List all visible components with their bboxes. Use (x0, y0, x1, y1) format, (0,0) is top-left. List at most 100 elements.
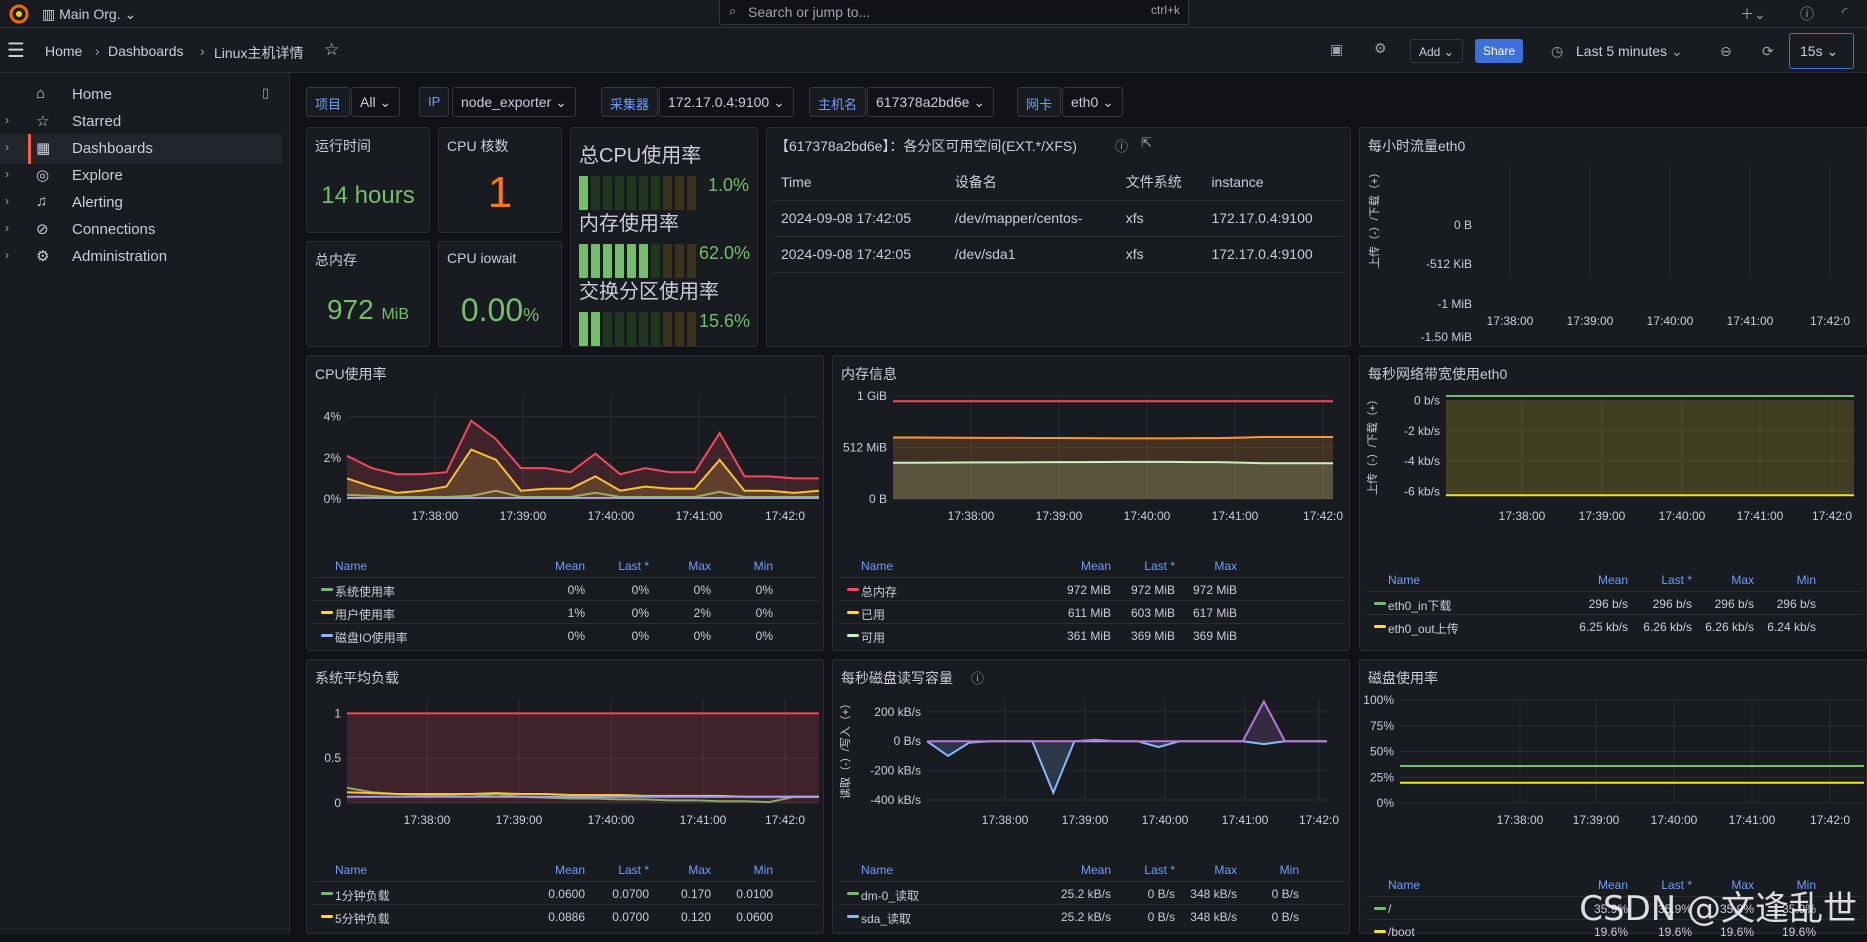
legend-col-header[interactable]: Last * (1634, 573, 1692, 587)
legend-col-header[interactable]: Last * (591, 559, 649, 573)
stat-uptime[interactable]: 运行时间 14 hours (306, 127, 430, 233)
stat-iowait[interactable]: CPU iowait 0.00% (438, 241, 562, 347)
sidebar-item-administration[interactable]: ›⚙Administration (0, 242, 282, 272)
legend-value: 6.24 kb/s (1746, 620, 1816, 634)
y-tick: 0 (334, 796, 341, 810)
legend-col-header[interactable]: Name (861, 559, 893, 573)
var-select-hostname[interactable]: 617378a2bd6e ⌄ (867, 87, 994, 117)
rss-icon[interactable]: ◜ (1842, 4, 1847, 21)
legend-col-header[interactable]: Name (335, 863, 367, 877)
refresh-icon[interactable]: ⟳ (1762, 43, 1774, 60)
chevron-right-icon[interactable]: › (5, 221, 9, 235)
share-button[interactable]: Share (1475, 39, 1523, 63)
org-switcher[interactable]: ▥ Main Org. ⌄ (42, 6, 136, 23)
sidebar-item-home[interactable]: ⌂Home (0, 80, 282, 110)
help-icon[interactable]: ⓘ (1800, 4, 1814, 24)
stat-cpu-cores[interactable]: CPU 核数 1 (438, 127, 562, 233)
sidebar-item-dashboards[interactable]: ›▦Dashboards (0, 134, 282, 164)
legend-value: 611 MiB (1041, 606, 1111, 620)
legend-col-header[interactable]: Mean (1053, 559, 1111, 573)
stat-mem-total[interactable]: 总内存 972 MiB (306, 241, 430, 347)
legend-col-header[interactable]: Mean (527, 863, 585, 877)
legend-col-header[interactable]: Max (1696, 573, 1754, 587)
menu-icon[interactable]: ☰ (7, 38, 25, 63)
legend-col-header[interactable]: Max (653, 863, 711, 877)
var-select-nic[interactable]: eth0 ⌄ (1062, 87, 1123, 117)
legend-col-header[interactable]: Last * (1117, 863, 1175, 877)
chevron-right-icon[interactable]: › (5, 113, 9, 127)
grafana-logo-icon[interactable] (8, 3, 30, 25)
add-button[interactable]: Add ⌄ (1410, 39, 1463, 63)
time-range-picker[interactable]: Last 5 minutes ⌄ (1576, 43, 1683, 60)
breadcrumb-home[interactable]: Home (45, 43, 82, 59)
legend-col-header[interactable]: Last * (1117, 559, 1175, 573)
legend-col-header[interactable]: Name (861, 863, 893, 877)
legend-col-header[interactable]: Mean (527, 559, 585, 573)
chevron-right-icon[interactable]: › (5, 167, 9, 181)
gauge-cell (579, 176, 588, 210)
search-input[interactable]: ⌕ Search or jump to... ctrl+k (719, 0, 1189, 25)
x-tick: 17:41:00 (676, 509, 723, 523)
chevron-right-icon[interactable]: › (5, 248, 9, 262)
gauge-cell (651, 244, 660, 278)
y-tick: -512 KiB (1426, 257, 1472, 271)
legend-col-header[interactable]: Min (715, 559, 773, 573)
var-select-ip[interactable]: node_exporter ⌄ (452, 87, 576, 117)
sidebar-item-explore[interactable]: ›◎Explore (0, 161, 282, 191)
legend-col-header[interactable]: Max (1179, 559, 1237, 573)
sidebar-item-alerting[interactable]: ›♫Alerting (0, 188, 282, 218)
legend-col-header[interactable]: Name (1388, 573, 1420, 587)
legend-value: 0.120 (641, 910, 711, 924)
legend-col-header[interactable]: Name (335, 559, 367, 573)
y-tick: -6 kb/s (1404, 484, 1440, 498)
legend-col-header[interactable]: Min (715, 863, 773, 877)
var-select-collector[interactable]: 172.17.0.4:9100 ⌄ (659, 87, 794, 117)
hourly-traffic-panel[interactable]: 每小时流量eth0 上传（-）/下载（+） 0 B -512 KiB -1 Mi… (1359, 127, 1867, 347)
chevron-right-icon[interactable]: › (5, 194, 9, 208)
page-title: Linux主机详情 (214, 43, 303, 63)
breadcrumb-dashboards[interactable]: Dashboards (108, 43, 184, 59)
settings-gear-icon[interactable]: ⚙ (1374, 40, 1387, 57)
legend-col-header[interactable]: Last * (591, 863, 649, 877)
legend-col-header[interactable]: Min (1758, 573, 1816, 587)
legend-col-header[interactable]: Mean (1570, 573, 1628, 587)
external-link-icon[interactable]: ⇱ (1141, 135, 1152, 151)
refresh-interval-picker[interactable]: 15s ⌄ (1789, 33, 1854, 69)
save-icon[interactable]: ▣ (1330, 41, 1343, 58)
y-tick: -200 kB/s (870, 764, 921, 778)
plus-icon[interactable]: ＋⌄ (1740, 4, 1766, 24)
sidebar-item-starred[interactable]: ›☆Starred (0, 107, 282, 137)
legend-col-header[interactable]: Mean (1053, 863, 1111, 877)
var-select-project[interactable]: All ⌄ (351, 87, 400, 117)
zoom-out-icon[interactable]: ⊖ (1720, 43, 1732, 60)
info-icon[interactable]: ⓘ (1115, 136, 1128, 155)
chevron-right-icon[interactable]: › (5, 140, 9, 154)
info-icon[interactable]: ⓘ (971, 668, 984, 687)
legend-col-header[interactable]: Max (1179, 863, 1237, 877)
legend-col-header[interactable]: Max (653, 559, 711, 573)
fs-table-panel[interactable]: 【617378a2bd6e】：各分区可用空间(EXT.*/XFS) ⓘ ⇱ Ti… (766, 127, 1351, 347)
legend-col-header[interactable]: Min (1241, 863, 1299, 877)
star-icon[interactable]: ☆ (324, 40, 339, 60)
sidebar-item-connections[interactable]: ›⊘Connections (0, 215, 282, 245)
legend-col-header[interactable]: Name (1388, 878, 1420, 892)
